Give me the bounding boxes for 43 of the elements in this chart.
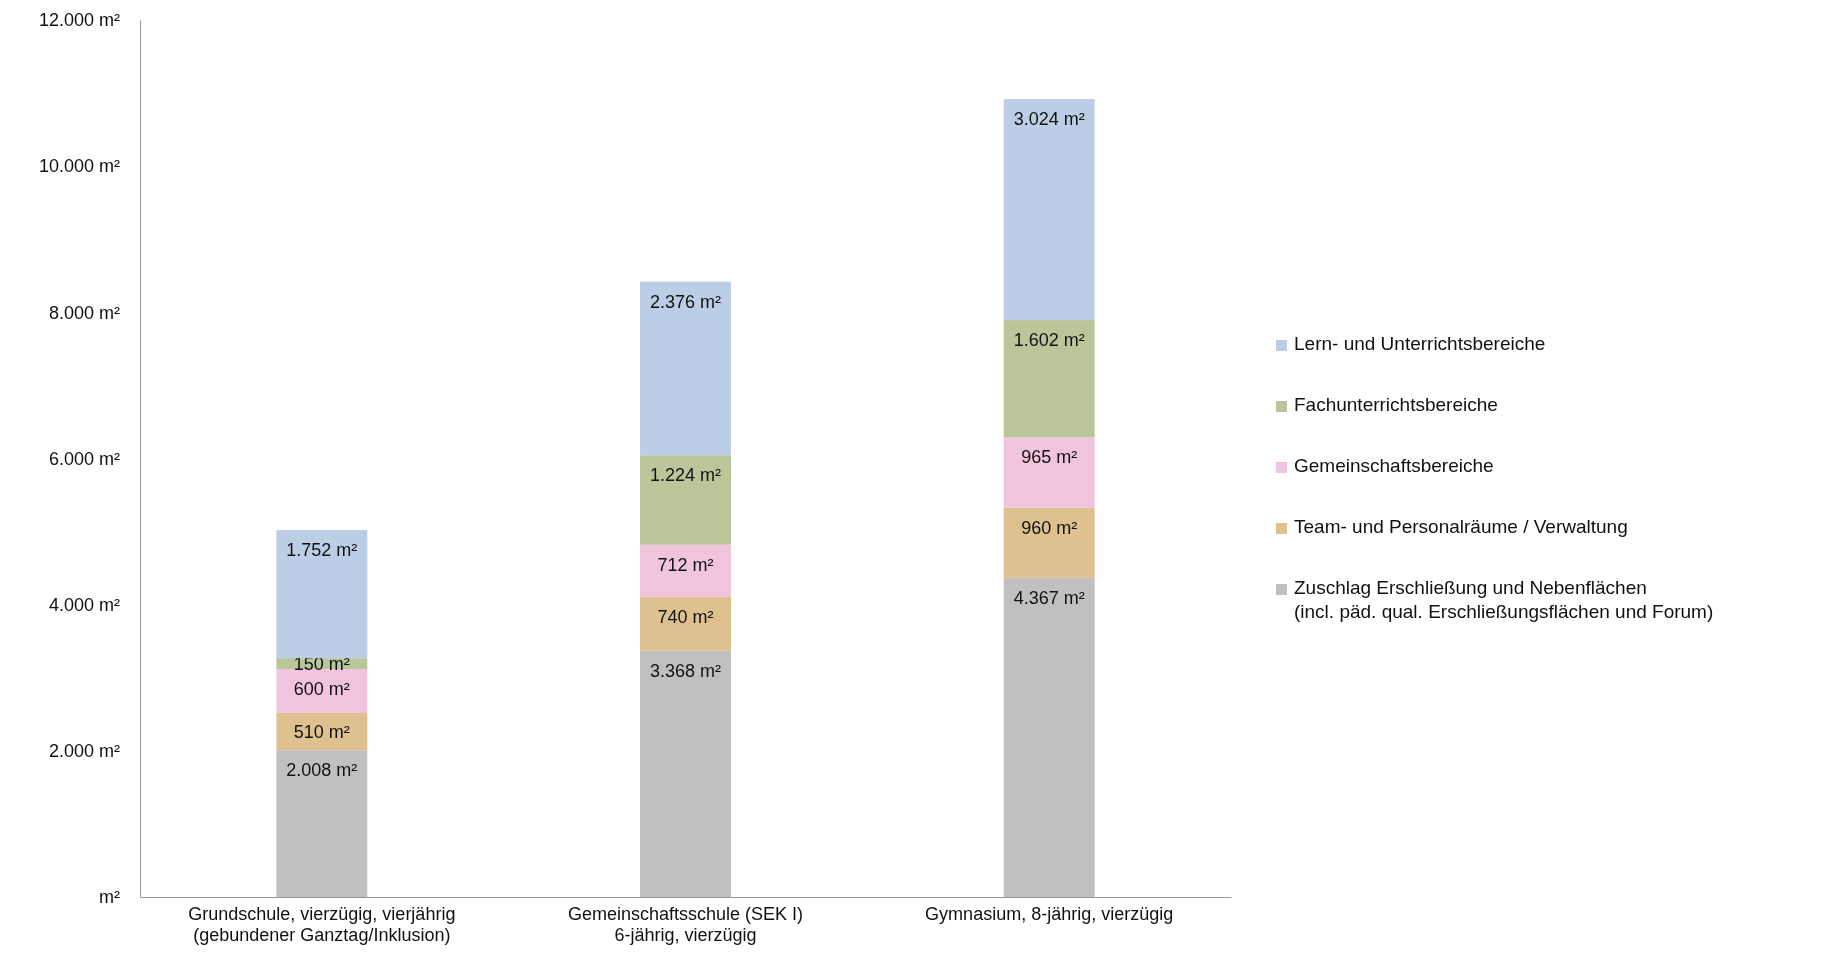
bar xyxy=(276,750,368,897)
y-tick-label: 6.000 m² xyxy=(48,448,120,469)
data-label: 1.224 m² xyxy=(649,465,722,486)
data-label: 510 m² xyxy=(293,721,350,742)
bar xyxy=(640,596,731,651)
data-label: 600 m² xyxy=(293,679,350,700)
y-tick-label: 2.000 m² xyxy=(48,741,120,762)
x-tick-label: Gymnasium, 8-jährig, vierzügig xyxy=(925,903,1174,924)
y-tick-label: 4.000 m² xyxy=(48,594,120,615)
legend-label: Zuschlag Erschließung und Nebenflächen (incl. päd. qual. Erschließungsflächen und Forum) xyxy=(1294,577,1714,622)
bar xyxy=(1003,507,1095,578)
y-tick-label: 8.000 m² xyxy=(48,302,120,323)
data-label: 960 m² xyxy=(1021,517,1078,538)
bar xyxy=(276,530,368,659)
legend-label: Gemeinschaftsbereiche xyxy=(1294,455,1494,476)
bar xyxy=(640,544,731,597)
bar xyxy=(640,455,731,545)
y-tick-label: m² xyxy=(99,887,120,908)
data-label: 4.367 m² xyxy=(1013,587,1085,608)
x-tick-label: Gemeinschaftsschule (SEK I) 6-jährig, vierzügig xyxy=(567,903,804,946)
bar xyxy=(1003,99,1095,321)
data-label: 2.008 m² xyxy=(286,760,358,781)
x-tick-label: Grundschule, vierzügig, vierjährig (gebundener Ganztag/Inklusion) xyxy=(188,903,456,946)
bar xyxy=(1003,320,1095,438)
legend-label: Fachunterrichtsbereiche xyxy=(1294,394,1498,415)
bar xyxy=(276,669,368,713)
bar xyxy=(640,650,731,897)
data-label: 2.376 m² xyxy=(649,291,722,312)
y-tick-label: 12.000 m² xyxy=(38,10,120,31)
data-label: 3.024 m² xyxy=(1013,109,1085,130)
bar xyxy=(640,281,731,456)
data-label: 965 m² xyxy=(1021,447,1078,468)
bar xyxy=(1003,577,1095,897)
bar xyxy=(1003,437,1095,508)
legend-label: Team- und Personalräume / Verwaltung xyxy=(1294,516,1628,537)
data-label: 1.752 m² xyxy=(286,540,358,561)
data-label: 1.602 m² xyxy=(1013,330,1085,351)
data-label: 740 m² xyxy=(657,606,714,627)
data-label: 3.368 m² xyxy=(649,660,722,681)
data-label: 712 m² xyxy=(657,554,714,575)
y-tick-label: 10.000 m² xyxy=(38,156,120,177)
bar xyxy=(276,712,368,751)
legend-label: Lern- und Unterrichtsbereiche xyxy=(1294,333,1546,354)
